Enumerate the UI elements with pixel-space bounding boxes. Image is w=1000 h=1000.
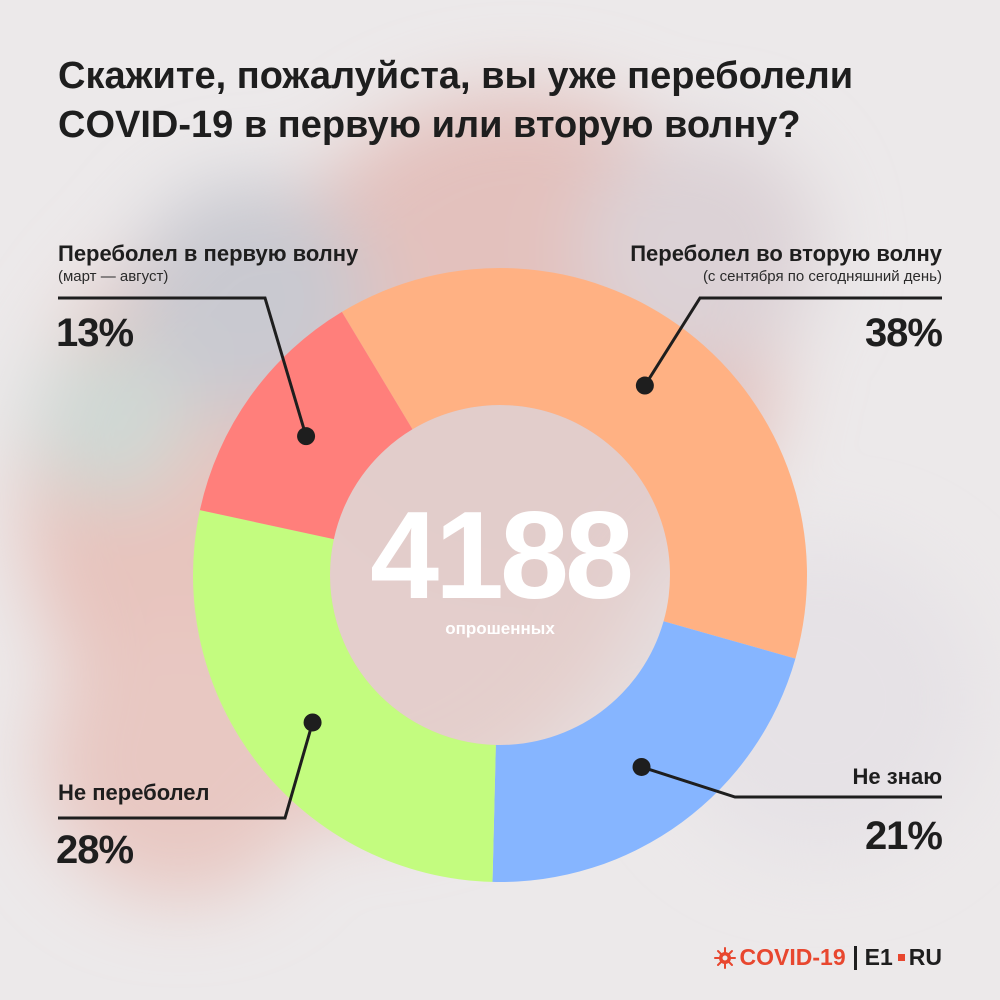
- legend-second-wave: Переболел во вторую волну: [630, 241, 942, 266]
- slice-first-wave: [199, 311, 413, 540]
- leader-line-not-sick: [58, 722, 315, 820]
- leader-dot-first-wave: [297, 427, 316, 446]
- slice-dont-know: [492, 621, 796, 883]
- virus-icon: [713, 946, 736, 969]
- legend-dont-know: Не знаю: [852, 764, 942, 789]
- leader-line-dont-know: [641, 765, 942, 799]
- label-first-wave: Переболел в первую волну (март — август): [58, 241, 358, 287]
- logo-e1-text: E1: [864, 944, 893, 970]
- leader-dot-dont-know: [632, 757, 651, 776]
- respondents-label: опрошенных: [445, 619, 555, 638]
- slice-not-sick: [192, 510, 496, 882]
- leader-dot-second-wave: [635, 376, 654, 395]
- percent-dont-know: 21%: [864, 814, 943, 858]
- legend-first-wave-note: (март — август): [58, 268, 169, 285]
- label-not-sick: Не переболел: [58, 780, 210, 806]
- label-second-wave: Переболел во вторую волну (с сентября по…: [630, 241, 942, 287]
- title-line-2: COVID-19 в первую или вторую волну?: [58, 104, 801, 146]
- legend-second-wave-note: (с сентября по сегодняшний день): [702, 268, 942, 285]
- title-line-1: Скажите, пожалуйста, вы уже переболели: [58, 55, 854, 97]
- logo-square: [897, 954, 905, 961]
- donut-center: [330, 405, 670, 745]
- percent-not-sick: 28%: [56, 828, 134, 872]
- leader-dot-not-sick: [303, 713, 322, 732]
- logo-covid-text: COVID-19: [739, 944, 846, 970]
- label-dont-know: Не знаю: [853, 764, 942, 790]
- logo-separator: [853, 945, 857, 970]
- respondents-count: 4188: [370, 487, 634, 625]
- leader-line-second-wave: [643, 296, 942, 387]
- page-title: Скажите, пожалуйста, вы уже переболели C…: [58, 52, 958, 150]
- leader-line-first-wave: [58, 296, 308, 437]
- percent-first-wave: 13%: [56, 311, 134, 355]
- legend-first-wave: Переболел в первую волну: [58, 241, 359, 266]
- brand-logo: COVID-19 E1 RU: [713, 944, 942, 971]
- legend-not-sick: Не переболел: [58, 780, 210, 805]
- slice-second-wave: [341, 267, 807, 659]
- logo-ru-text: RU: [908, 944, 942, 970]
- percent-second-wave: 38%: [864, 311, 943, 355]
